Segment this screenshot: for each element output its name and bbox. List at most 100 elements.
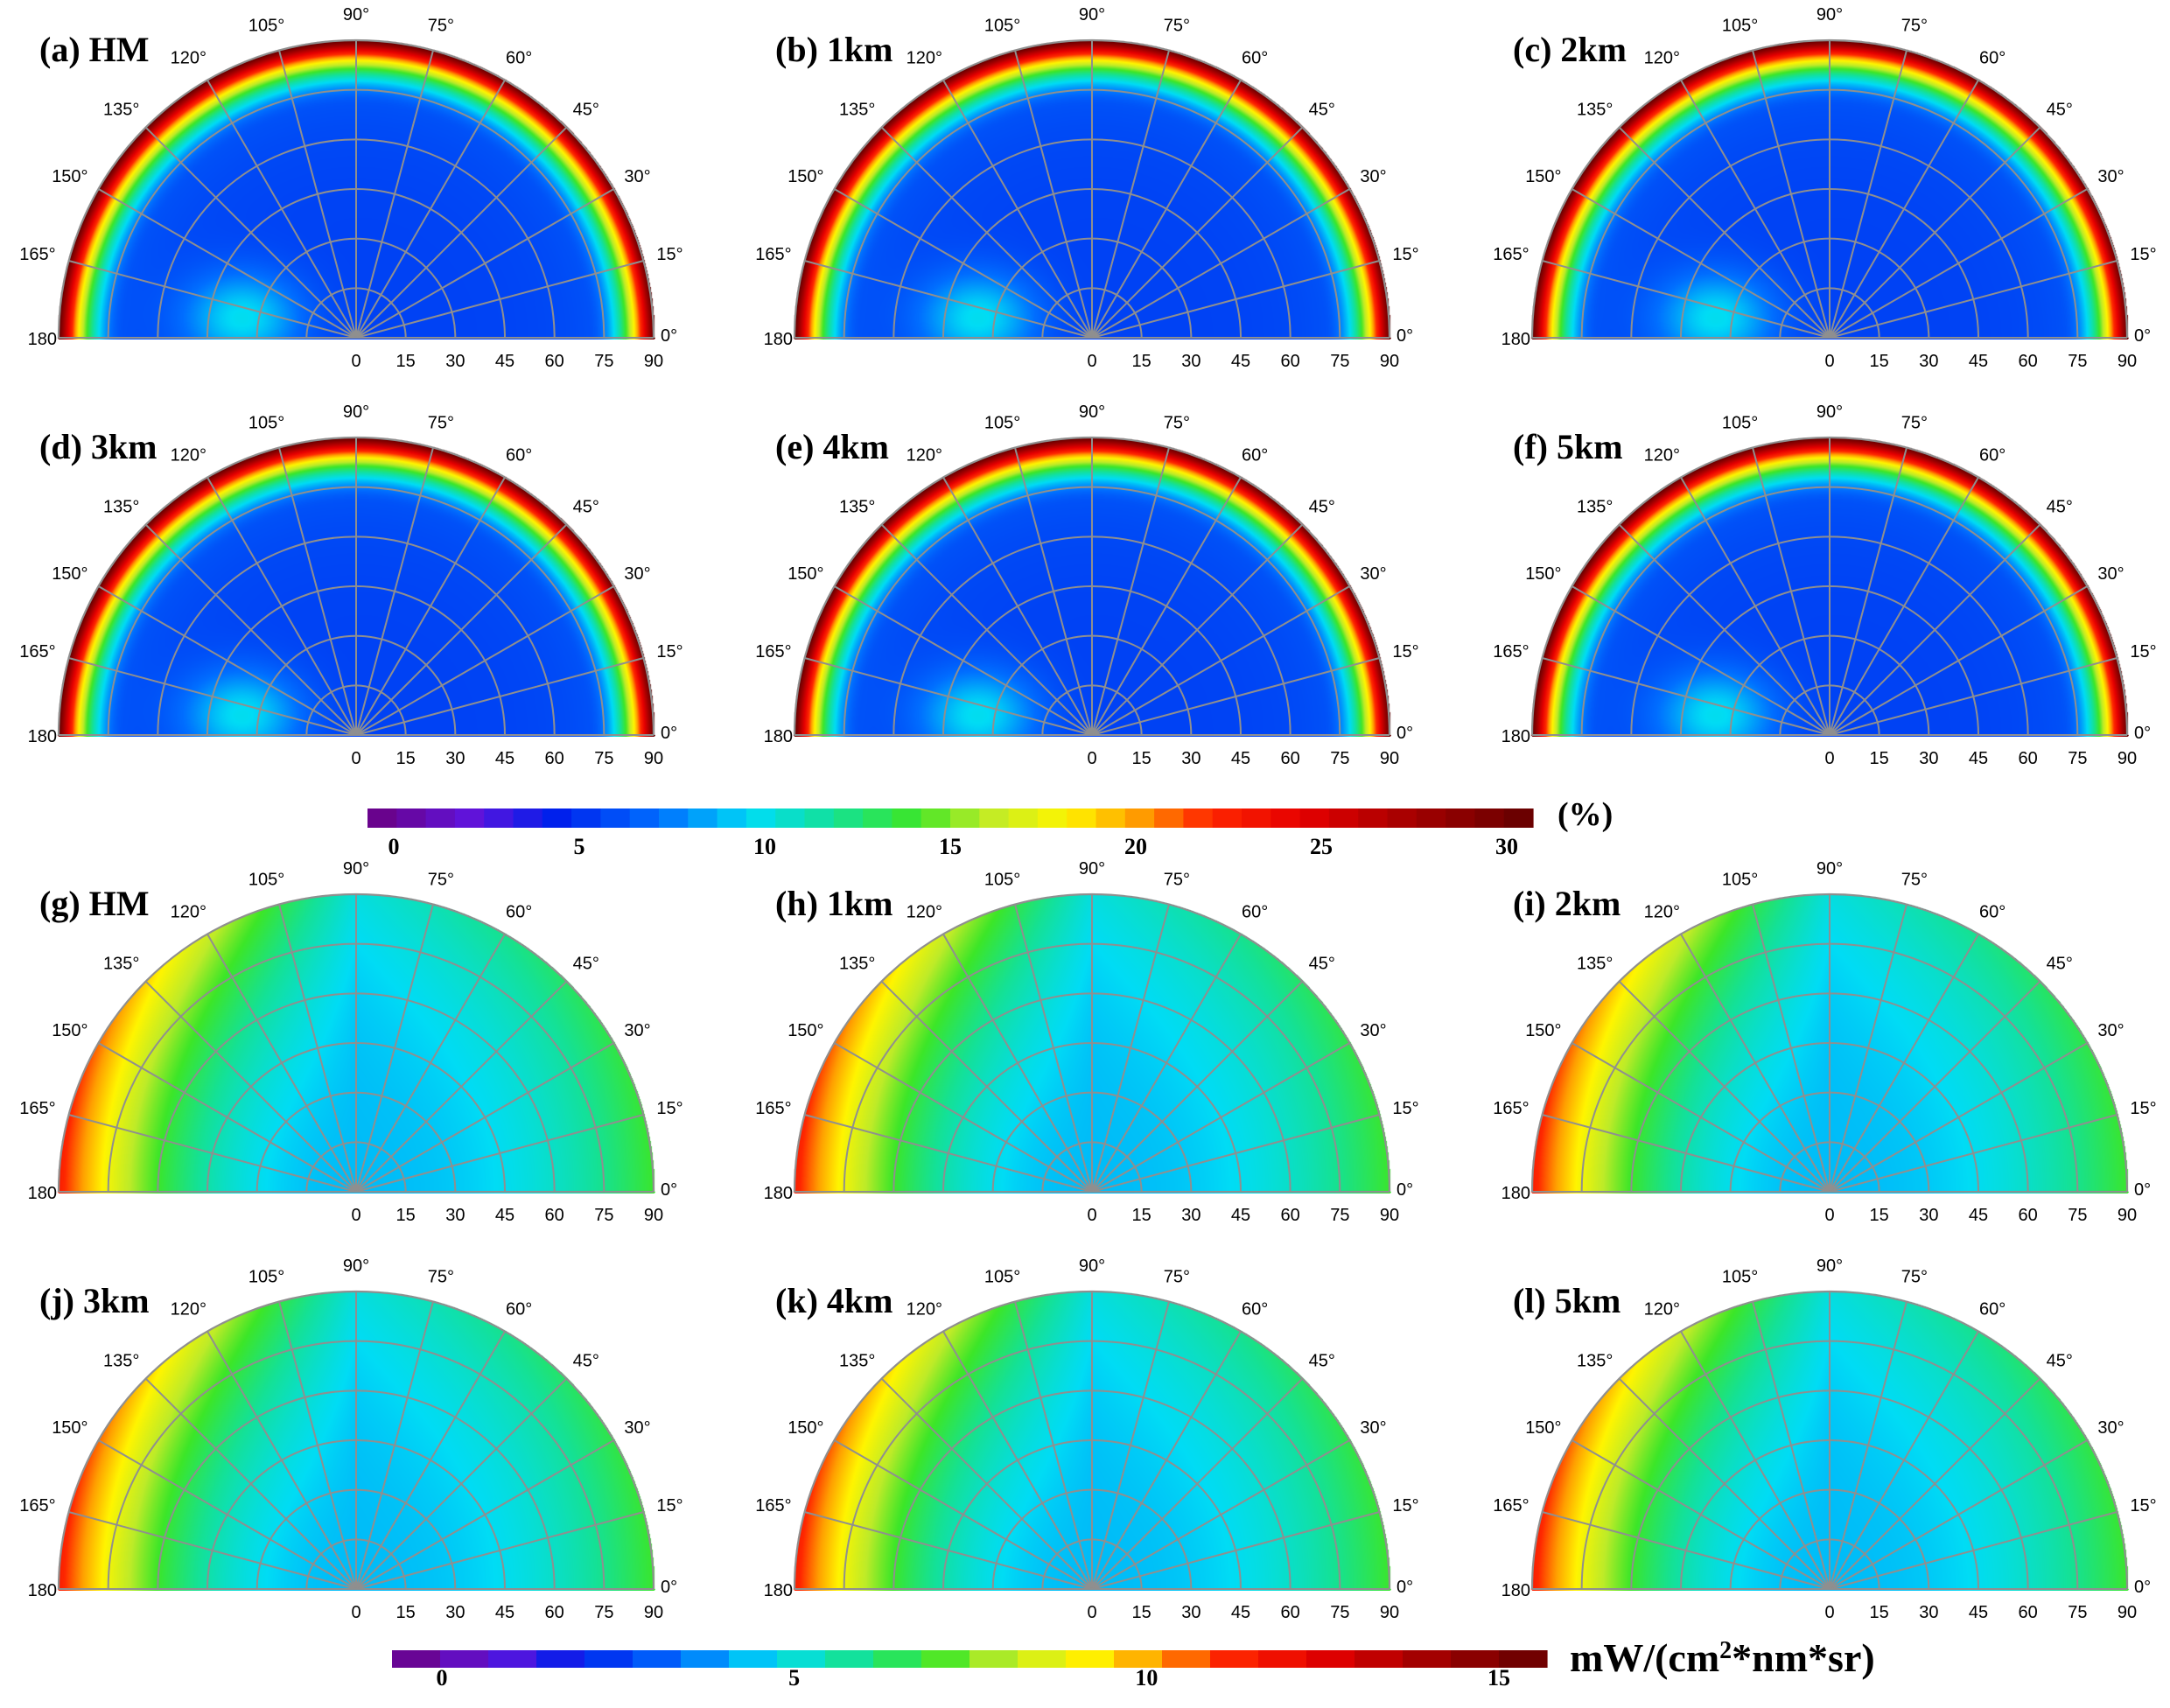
angular-tick-label: 90° (1079, 859, 1105, 878)
radial-tick-label: 15 (1132, 352, 1152, 371)
colorbar-segment (1096, 808, 1126, 828)
angular-tick-label: 0° (1396, 1180, 1413, 1200)
angular-spoke (1829, 477, 1979, 736)
colorbar-segment (746, 808, 776, 828)
angular-tick-label: 45° (1309, 954, 1335, 973)
colorbar-segment (920, 808, 951, 828)
angular-spoke (880, 523, 1093, 736)
angular-tick-label: 180 (1502, 1581, 1530, 1600)
angular-tick-label: 165° (755, 642, 791, 662)
radial-tick-label: 45 (1969, 1206, 1988, 1225)
angular-tick-label: 15° (2130, 1496, 2156, 1516)
angular-tick-label: 15° (656, 1099, 682, 1118)
angular-tick-label: 120° (906, 1300, 942, 1320)
angular-tick-label: 15° (1392, 642, 1418, 662)
angular-spoke (1829, 585, 2088, 736)
angular-spoke (98, 188, 357, 339)
angular-spoke (942, 1331, 1093, 1590)
colorbar-segment (688, 808, 718, 828)
radial-tick-label: 90 (2118, 749, 2137, 768)
angular-tick-label: 45° (573, 1351, 599, 1370)
angular-spoke (1572, 188, 1830, 339)
angular-spoke (1091, 1042, 1350, 1193)
colorbar-segment (536, 1650, 585, 1668)
angular-spoke (834, 188, 1093, 339)
angular-spoke (1014, 904, 1093, 1193)
angular-spoke (355, 934, 506, 1193)
angular-tick-label: 15° (656, 1496, 682, 1516)
angular-tick-label: 75° (1164, 871, 1190, 890)
angular-spoke (278, 447, 357, 736)
angular-spoke (1680, 80, 1830, 339)
angular-tick-label: 45° (573, 954, 599, 973)
angular-tick-label: 0° (661, 1578, 677, 1597)
angular-spoke (355, 188, 614, 339)
angular-tick-label: 60° (1242, 903, 1268, 922)
radial-tick-label: 60 (2019, 749, 2038, 768)
colorbar-segment (396, 808, 427, 828)
angular-spoke (834, 1042, 1093, 1193)
angular-tick-label: 15° (2130, 245, 2156, 264)
angular-tick-label: 90° (1816, 859, 1843, 878)
angular-spoke (1829, 447, 1908, 736)
angular-tick-label: 105° (984, 1268, 1020, 1287)
angular-tick-label: 30° (2097, 1021, 2124, 1040)
angular-tick-label: 0° (2134, 1180, 2151, 1200)
angular-tick-label: 135° (103, 100, 139, 119)
radial-tick-label: 90 (1380, 352, 1399, 371)
colorbar-tick-label: 10 (1135, 1665, 1158, 1690)
colorbar-tick-label: 15 (1488, 1665, 1510, 1690)
angular-spoke (355, 1377, 568, 1590)
angular-tick-label: 30° (1360, 564, 1386, 584)
colorbar-segment (1114, 1650, 1163, 1668)
angular-tick-label: 0° (2134, 326, 2151, 346)
polar-grid (1530, 892, 2129, 1192)
panel-label: (d) 3km (39, 427, 157, 466)
angular-spoke (98, 1439, 357, 1590)
angular-tick-label: 45° (573, 497, 599, 516)
angular-spoke (355, 1301, 434, 1590)
angular-spoke (1829, 1331, 1979, 1590)
panel-label: (k) 4km (775, 1281, 892, 1320)
angular-tick-label: 30° (624, 167, 650, 186)
colorbar-segment (777, 1650, 826, 1668)
angular-tick-label: 150° (52, 1021, 88, 1040)
radial-tick-label: 75 (2068, 749, 2087, 768)
angular-spoke (1829, 1301, 1908, 1590)
colorbar-tick-label: 10 (753, 834, 776, 859)
radial-tick-label: 0 (1087, 352, 1096, 371)
angular-tick-label: 75° (1164, 17, 1190, 36)
angular-spoke (1091, 1377, 1304, 1590)
angular-tick-label: 75° (428, 871, 454, 890)
colorbar-segment (633, 1650, 682, 1668)
polar-grid (57, 1290, 655, 1590)
angular-spoke (144, 1377, 357, 1590)
colorbar-tick-label: 5 (788, 1665, 800, 1690)
angular-spoke (804, 657, 1093, 736)
radial-tick-label: 0 (1087, 1603, 1096, 1622)
radial-tick-label: 0 (1824, 1206, 1834, 1225)
angular-tick-label: 105° (984, 871, 1020, 890)
angular-tick-label: 60° (1242, 446, 1268, 466)
angular-spoke (206, 1331, 357, 1590)
angular-tick-label: 135° (839, 954, 875, 973)
radial-tick-label: 30 (1181, 749, 1200, 768)
angular-tick-label: 90° (1079, 1256, 1105, 1276)
angular-tick-label: 180 (28, 1581, 57, 1600)
angular-tick-label: 105° (984, 17, 1020, 36)
colorbar-segment (775, 808, 806, 828)
angular-tick-label: 135° (839, 497, 875, 516)
angular-tick-label: 30° (2097, 1418, 2124, 1438)
angular-spoke (834, 585, 1093, 736)
angular-tick-label: 60° (1979, 49, 2006, 68)
colorbar-segment (892, 808, 922, 828)
angular-spoke (1091, 934, 1242, 1193)
colorbar-segment (1358, 808, 1389, 828)
colorbar-segment (804, 808, 835, 828)
radial-tick-label: 15 (1132, 1603, 1152, 1622)
colorbar-segment (1503, 808, 1534, 828)
angular-tick-label: 45° (573, 100, 599, 119)
colorbar-segment (392, 1650, 441, 1668)
radial-tick-label: 90 (1380, 749, 1399, 768)
